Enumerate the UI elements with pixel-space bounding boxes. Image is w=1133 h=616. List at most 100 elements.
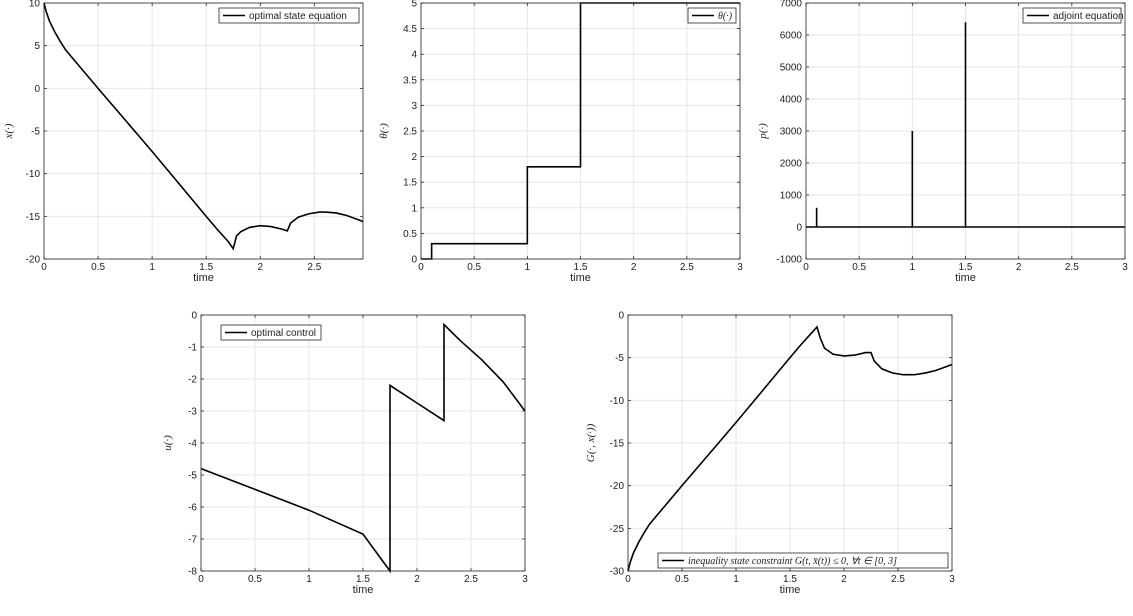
y-tick-label: 0	[411, 255, 417, 266]
series-line-control	[200, 322, 526, 574]
legend: adjoint equation	[1022, 7, 1124, 24]
x-tick-label: 1	[525, 262, 531, 273]
y-tick-label: 4	[411, 50, 417, 61]
x-tick-label: 3	[1122, 262, 1128, 273]
y-tick-label: 3000	[780, 127, 803, 138]
y-tick-label: 0	[191, 311, 197, 322]
legend-label: θ(·)	[718, 11, 733, 22]
axes-box	[43, 2, 364, 260]
x-axis-label: time	[353, 584, 374, 596]
x-tick-label: 2	[1016, 262, 1022, 273]
series-line-adjoint	[806, 22, 1125, 228]
y-tick-label: -1000	[776, 255, 802, 266]
x-tick-label: 0	[198, 574, 204, 585]
axes-box	[805, 2, 1126, 260]
y-tick-label: 4000	[780, 95, 803, 106]
y-axis-label: u(·)	[162, 435, 174, 451]
x-tick-label: 1	[910, 262, 916, 273]
series-line-constraint	[627, 325, 953, 572]
x-tick-label: 1	[149, 262, 155, 273]
x-tick-label: 0.5	[467, 262, 481, 273]
x-tick-label: 2	[414, 574, 420, 585]
y-tick-label: 1	[411, 203, 417, 214]
x-tick-label: 2.5	[891, 574, 905, 585]
x-tick-label: 0	[41, 262, 47, 273]
y-tick-label: -4	[188, 439, 197, 450]
y-tick-label: 0	[796, 223, 802, 234]
x-tick-label: 1.5	[356, 574, 370, 585]
y-tick-label: 0	[34, 84, 40, 95]
y-tick-label: -25	[610, 524, 625, 535]
y-tick-label: 5000	[780, 63, 803, 74]
x-tick-label: 0.5	[852, 262, 866, 273]
y-tick-label: -5	[615, 353, 624, 364]
x-tick-label: 2	[841, 574, 847, 585]
chart-control: 0 0.5 1 1.5 2 2.5 3 -8 -7 -6 -5 -4 -3 -2 -1 0 time u(·) op…	[162, 311, 528, 597]
chart-adjoint: 0 0.5 1 1.5 2 2.5 3-10000100020003000400050006…	[757, 0, 1128, 284]
y-tick-label: -30	[610, 567, 625, 578]
y-tick-label: -6	[188, 503, 197, 514]
y-tick-label: -2	[188, 375, 197, 386]
legend-box	[218, 7, 360, 24]
chart-theta: 0 0.5 1 1.5 2 2.5 3 0 0.5 1 1.5 2 2.5 3 3.5 4 4.5 5 time θ(…	[378, 0, 743, 284]
x-tick-label: 3	[949, 574, 955, 585]
y-tick-label: -5	[188, 471, 197, 482]
y-tick-label: 2.5	[403, 127, 417, 138]
legend: optimal control	[220, 324, 322, 341]
axes-box	[200, 314, 526, 572]
x-tick-label: 0	[625, 574, 631, 585]
x-tick-label: 1.5	[959, 262, 973, 273]
legend-label: optimal state equation	[249, 11, 347, 22]
x-tick-label: 2.5	[464, 574, 478, 585]
y-tick-label: -15	[26, 212, 41, 223]
axes-box	[420, 2, 741, 260]
y-tick-label: 7000	[780, 0, 803, 10]
y-tick-label: 1000	[780, 191, 803, 202]
series-line-state	[43, 2, 364, 251]
y-tick-label: -5	[31, 127, 40, 138]
y-tick-label: 10	[29, 0, 41, 10]
x-axis-label: time	[955, 272, 976, 284]
x-tick-label: 0.5	[675, 574, 689, 585]
y-axis-label: p(·)	[757, 123, 769, 140]
axes-box	[627, 314, 953, 572]
y-tick-label: 0.5	[403, 229, 417, 240]
x-tick-label: 1	[306, 574, 312, 585]
x-axis-label: time	[570, 272, 591, 284]
y-tick-label: 5	[34, 41, 40, 52]
x-tick-label: 2.5	[1065, 262, 1079, 273]
legend-box	[220, 324, 322, 341]
legend-box	[657, 552, 949, 569]
chart-state: 0 0.5 1 1.5 2 2.5 -20 -15 -10 -5 0 5 10 time x(·) optim…	[3, 0, 364, 284]
y-tick-label: -1	[188, 343, 197, 354]
y-tick-label: 6000	[780, 31, 803, 42]
y-tick-label: -7	[188, 535, 197, 546]
y-tick-label: 4.5	[403, 24, 417, 35]
y-axis-label: G(·, x(·))	[585, 423, 597, 462]
x-tick-label: 1	[733, 574, 739, 585]
x-tick-label: 1.5	[199, 262, 213, 273]
y-tick-label: 0	[618, 311, 624, 322]
y-tick-label: 2	[411, 152, 417, 163]
y-axis-label: x(·)	[3, 123, 15, 139]
legend: θ(·)	[687, 7, 737, 24]
legend-box	[1022, 7, 1122, 24]
y-tick-label: 5	[411, 0, 417, 10]
x-tick-label: 0.5	[91, 262, 105, 273]
x-tick-label: 2.5	[680, 262, 694, 273]
chart-constraint: 0 0.5 1 1.5 2 2.5 3 -30 -25 -20 -15 -10 -5 0 time G(·, …	[585, 311, 955, 597]
legend-label: adjoint equation	[1053, 11, 1124, 22]
x-axis-label: time	[780, 584, 801, 596]
x-tick-label: 2	[257, 262, 263, 273]
y-tick-label: -20	[610, 481, 625, 492]
y-tick-label: -20	[26, 255, 41, 266]
x-tick-label: 2	[631, 262, 637, 273]
x-tick-label: 3	[522, 574, 528, 585]
y-tick-label: 3	[411, 101, 417, 112]
y-tick-label: 2000	[780, 159, 803, 170]
x-tick-label: 0	[418, 262, 424, 273]
y-tick-label: 1.5	[403, 178, 417, 189]
series-line-theta	[421, 2, 740, 260]
